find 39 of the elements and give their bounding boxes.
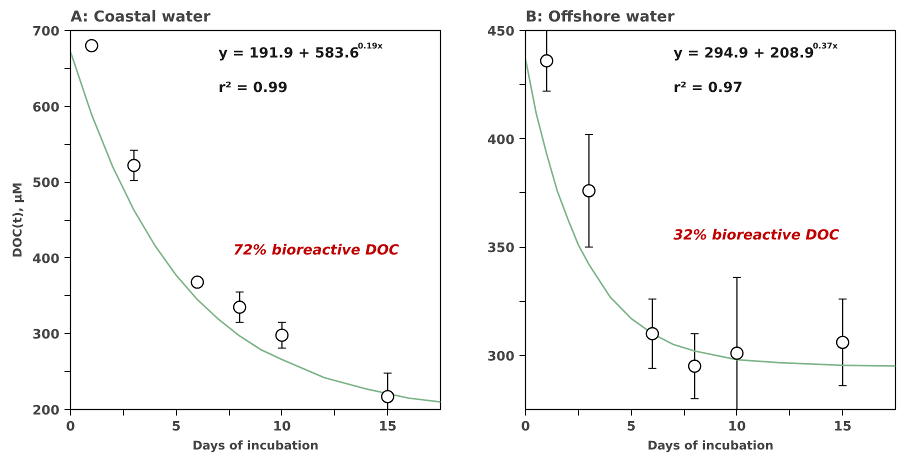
y-tick-label: 300 (32, 328, 60, 343)
y-tick-label: 400 (32, 252, 60, 267)
x-axis-title: Days of incubation (192, 438, 319, 452)
point (540, 54, 554, 68)
y-tick-label: 300 (487, 349, 515, 364)
x-tick-label: 15 (834, 420, 852, 434)
y-tick-label: 400 (487, 132, 515, 148)
point (730, 346, 744, 360)
x-tick-label: 10 (728, 420, 746, 434)
annotation: r² = 0.99 (218, 80, 288, 96)
y-tick-label: 700 (32, 24, 60, 40)
y-tick-label: 350 (487, 241, 515, 256)
y-axis-title: DOC(t), µM (10, 182, 24, 258)
point (582, 184, 596, 198)
x-axis-title: Days of incubation (647, 438, 774, 452)
point (688, 360, 702, 373)
x-tick-label: 0 (520, 420, 530, 434)
annotation: 32% bioreactive DOC (674, 228, 840, 244)
point (232, 300, 246, 314)
y-tick-label: 600 (32, 100, 60, 116)
point (380, 390, 394, 404)
y-tick-label: 200 (32, 404, 60, 418)
x-tick-label: 5 (172, 420, 181, 434)
x-tick-label: 5 (626, 420, 636, 434)
point (275, 328, 289, 342)
chart-title: A: Coastal water (70, 8, 211, 26)
x-tick-label: 15 (378, 420, 397, 434)
x-tick-label: 10 (272, 420, 291, 434)
point (190, 276, 204, 289)
point (836, 336, 850, 349)
y-tick-label: 500 (32, 176, 60, 192)
x-tick-label: 0 (66, 420, 76, 434)
y-tick-label: 450 (487, 24, 515, 40)
chart-title: B: Offshore water (526, 8, 676, 26)
point (84, 39, 98, 52)
point (127, 158, 141, 172)
annotation: 72% bioreactive DOC (233, 242, 400, 259)
annotation: r² = 0.97 (674, 80, 743, 96)
point (646, 327, 660, 340)
